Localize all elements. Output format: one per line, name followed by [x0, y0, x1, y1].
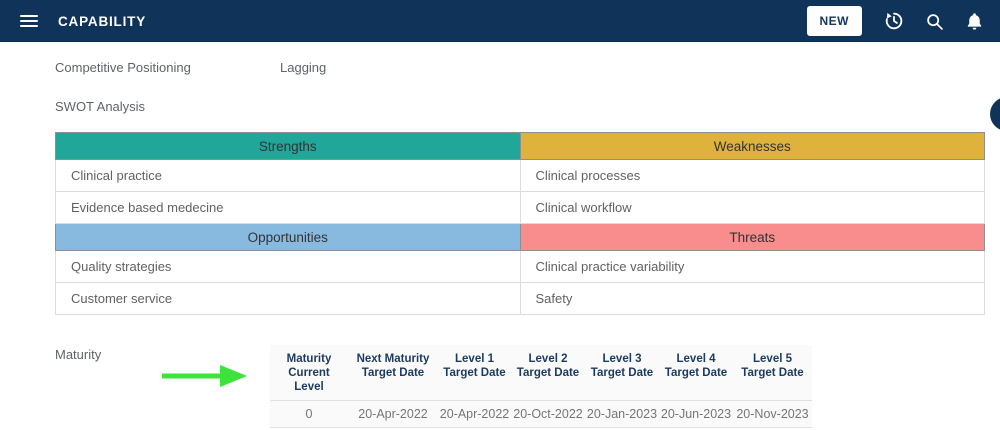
search-icon[interactable]	[914, 0, 954, 42]
competitive-positioning-value: Lagging	[280, 60, 327, 75]
maturity-col-header: Maturity Current Level	[286, 353, 332, 393]
competitive-positioning-label: Competitive Positioning	[55, 60, 191, 75]
green-arrow-annotation	[162, 365, 247, 387]
table-row: Quality strategies Clinical practice var…	[55, 250, 985, 283]
maturity-col-header: Level 4 Target Date	[664, 353, 728, 379]
bell-icon[interactable]	[954, 0, 994, 42]
maturity-col-header: Level 3 Target Date	[590, 353, 654, 379]
maturity-label: Maturity	[55, 347, 102, 362]
maturity-col-header: Next Maturity Target Date	[356, 353, 430, 379]
maturity-section: Maturity Maturity Current Level N	[55, 345, 1000, 430]
swot-table: Strengths Weaknesses Clinical practice C…	[55, 132, 985, 315]
swot-analysis-label: SWOT Analysis	[55, 99, 146, 114]
history-icon[interactable]	[874, 0, 914, 42]
table-row: Customer service Safety	[55, 282, 985, 315]
swot-header-opportunities: Opportunities	[55, 223, 521, 251]
maturity-col-header: Level 1 Target Date	[443, 353, 506, 379]
table-row: Clinical practice Clinical processes	[55, 159, 985, 192]
table-row: 0 20-Apr-2022 20-Apr-2022 20-Oct-2022 20…	[270, 400, 812, 428]
swot-cell: Quality strategies	[55, 250, 521, 283]
swot-cell: Safety	[519, 282, 985, 315]
maturity-value: 20-Jun-2023	[659, 400, 733, 428]
new-button[interactable]: NEW	[806, 6, 862, 36]
maturity-col-header: Level 5 Target Date	[741, 353, 804, 379]
page-title: CAPABILITY	[58, 13, 146, 29]
swot-header-strengths: Strengths	[55, 132, 521, 160]
swot-cell: Clinical workflow	[519, 191, 985, 224]
swot-cell: Clinical processes	[519, 159, 985, 192]
floating-action-button[interactable]	[990, 97, 1000, 131]
main-content: Competitive Positioning Lagging SWOT Ana…	[0, 60, 1000, 430]
maturity-value: 20-Oct-2022	[511, 400, 585, 428]
hamburger-menu-icon[interactable]	[20, 12, 38, 30]
swot-cell: Clinical practice variability	[519, 250, 985, 283]
maturity-value: 20-Apr-2022	[348, 400, 438, 428]
swot-header-threats: Threats	[519, 223, 985, 251]
maturity-col-header: Level 2 Target Date	[516, 353, 580, 379]
swot-cell: Evidence based medecine	[55, 191, 521, 224]
maturity-value: 20-Nov-2023	[733, 400, 812, 428]
competitive-positioning-row: Competitive Positioning Lagging	[55, 60, 1000, 75]
swot-cell: Clinical practice	[55, 159, 521, 192]
maturity-value: 0	[270, 400, 348, 428]
maturity-value: 20-Apr-2022	[438, 400, 511, 428]
table-row: Evidence based medecine Clinical workflo…	[55, 191, 985, 224]
maturity-table: Maturity Current Level Next Maturity Tar…	[270, 345, 812, 428]
swot-cell: Customer service	[55, 282, 521, 315]
swot-header-weaknesses: Weaknesses	[519, 132, 985, 160]
app-bar: CAPABILITY NEW	[0, 0, 1000, 42]
maturity-value: 20-Jan-2023	[585, 400, 659, 428]
